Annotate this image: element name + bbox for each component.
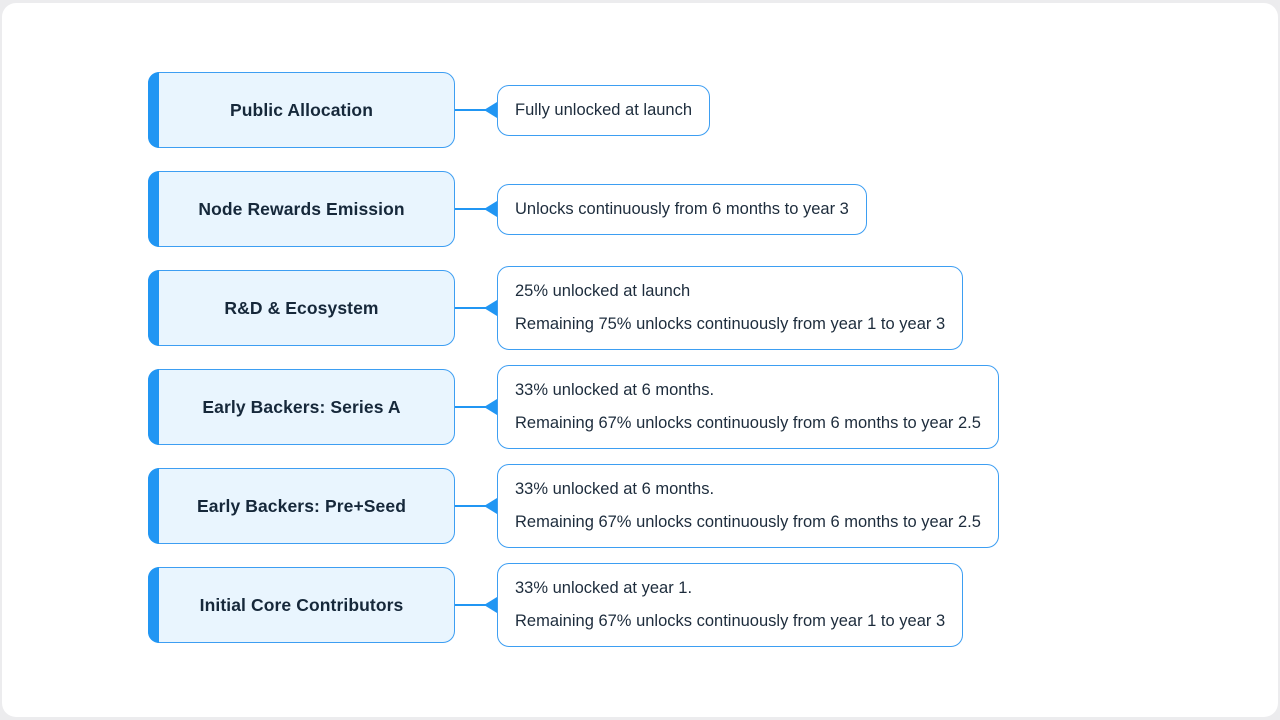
- arrowhead-icon: [484, 498, 497, 514]
- connector-line: [455, 399, 497, 415]
- category-node: Early Backers: Series A: [148, 369, 455, 445]
- arrowhead-icon: [484, 399, 497, 415]
- description-line: 33% unlocked at year 1.: [515, 579, 693, 597]
- description-line: Remaining 67% unlocks continuously from …: [515, 513, 981, 531]
- description-line: Remaining 67% unlocks continuously from …: [515, 414, 981, 432]
- diagram-row: Node Rewards Emission Unlocks continuous…: [148, 171, 867, 247]
- description-line: 25% unlocked at launch: [515, 282, 691, 300]
- diagram-row: R&D & Ecosystem 25% unlocked at launch Re…: [148, 266, 964, 350]
- description-line: 33% unlocked at 6 months.: [515, 480, 715, 498]
- connector-line: [455, 201, 497, 217]
- accent-bar: [148, 369, 159, 445]
- diagram-row: Early Backers: Pre+Seed 33% unlocked at …: [148, 464, 999, 548]
- diagram-row: Initial Core Contributors 33% unlocked a…: [148, 563, 964, 647]
- category-node: Early Backers: Pre+Seed: [148, 468, 455, 544]
- diagram-row: Public Allocation Fully unlocked at laun…: [148, 72, 711, 148]
- description-line: Fully unlocked at launch: [515, 100, 693, 119]
- description-line: 33% unlocked at 6 months.: [515, 381, 715, 399]
- description-node: 33% unlocked at 6 months. Remaining 67% u…: [497, 365, 999, 449]
- accent-bar: [148, 171, 159, 247]
- arrowhead-icon: [484, 102, 497, 118]
- diagram-row: Early Backers: Series A 33% unlocked at …: [148, 365, 999, 449]
- category-label: Node Rewards Emission: [198, 198, 405, 219]
- category-label: Early Backers: Pre+Seed: [196, 495, 407, 516]
- description-node: Fully unlocked at launch: [497, 84, 711, 136]
- category-label: R&D & Ecosystem: [224, 297, 379, 318]
- description-node: Unlocks continuously from 6 months to ye…: [497, 183, 867, 235]
- description-node: 33% unlocked at 6 months. Remaining 67% u…: [497, 464, 999, 548]
- arrowhead-icon: [484, 300, 497, 316]
- category-node: Public Allocation: [148, 72, 455, 148]
- description-line: Unlocks continuously from 6 months to ye…: [515, 199, 849, 218]
- connector-line: [455, 597, 497, 613]
- description-line: Remaining 67% unlocks continuously from …: [515, 612, 946, 630]
- connector-line: [455, 102, 497, 118]
- accent-bar: [148, 72, 159, 148]
- arrowhead-icon: [484, 201, 497, 217]
- category-label: Initial Core Contributors: [199, 594, 404, 615]
- category-node: Node Rewards Emission: [148, 171, 455, 247]
- accent-bar: [148, 468, 159, 544]
- connector-line: [455, 300, 497, 316]
- accent-bar: [148, 270, 159, 346]
- accent-bar: [148, 567, 159, 643]
- description-node: 25% unlocked at launch Remaining 75% unlo…: [497, 266, 964, 350]
- description-line: Remaining 75% unlocks continuously from …: [515, 315, 946, 333]
- category-node: R&D & Ecosystem: [148, 270, 455, 346]
- category-label: Early Backers: Series A: [202, 396, 401, 417]
- arrowhead-icon: [484, 597, 497, 613]
- description-node: 33% unlocked at year 1. Remaining 67% unl…: [497, 563, 964, 647]
- category-node: Initial Core Contributors: [148, 567, 455, 643]
- category-label: Public Allocation: [229, 99, 373, 120]
- connector-line: [455, 498, 497, 514]
